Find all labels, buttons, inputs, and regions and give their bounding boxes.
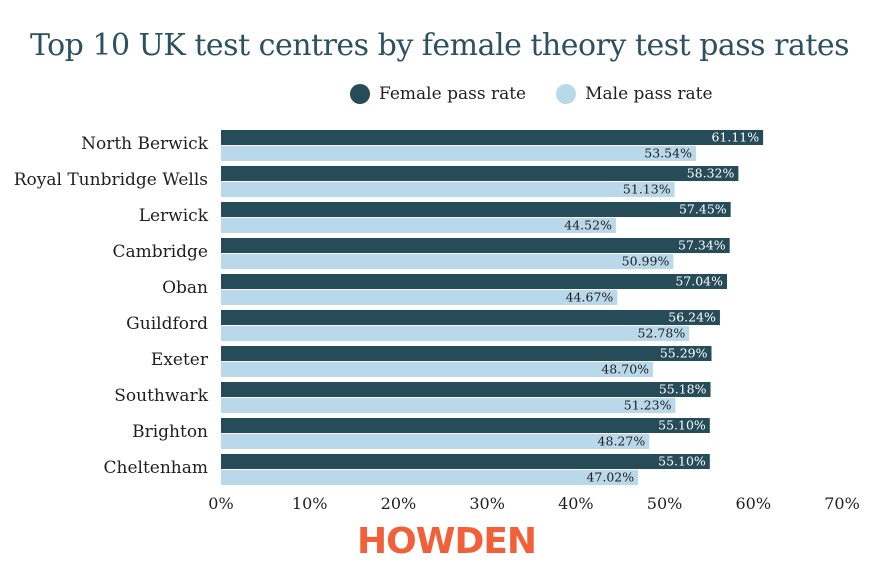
male-bar xyxy=(221,326,690,341)
male-value-label: 48.27% xyxy=(598,434,646,449)
male-value-label: 48.70% xyxy=(601,362,649,377)
category-label: Exeter xyxy=(151,350,209,370)
female-value-label: 55.29% xyxy=(660,346,708,361)
x-tick-label: 40% xyxy=(558,494,594,513)
x-tick-label: 70% xyxy=(824,494,860,513)
legend: Female pass rate Male pass rate xyxy=(350,84,743,104)
male-value-label: 52.78% xyxy=(638,326,686,341)
legend-item-male: Male pass rate xyxy=(556,84,713,104)
legend-label-female: Female pass rate xyxy=(379,84,527,104)
female-value-label: 57.45% xyxy=(679,202,727,217)
male-bar xyxy=(221,470,639,485)
male-bar xyxy=(221,182,675,197)
female-value-label: 55.10% xyxy=(658,454,706,469)
category-label: Cheltenham xyxy=(104,458,209,478)
male-value-label: 44.52% xyxy=(564,218,612,233)
male-bar xyxy=(221,146,696,161)
x-tick-label: 30% xyxy=(469,494,505,513)
male-value-label: 50.99% xyxy=(622,254,670,269)
howden-logo: HOWDEN xyxy=(357,521,537,562)
female-bar xyxy=(221,310,720,325)
category-label: Lerwick xyxy=(139,206,209,226)
x-tick-label: 20% xyxy=(381,494,417,513)
female-bar xyxy=(221,166,739,181)
x-tick-label: 0% xyxy=(208,494,233,513)
category-label: Brighton xyxy=(132,422,208,442)
female-bar xyxy=(221,130,764,145)
female-bar xyxy=(221,454,710,469)
chart-title: Top 10 UK test centres by female theory … xyxy=(29,28,850,63)
male-value-label: 53.54% xyxy=(644,146,692,161)
category-label: Guildford xyxy=(126,314,208,334)
male-bar xyxy=(221,434,650,449)
female-bar xyxy=(221,274,728,289)
female-value-label: 57.04% xyxy=(675,274,723,289)
category-label: North Berwick xyxy=(81,134,209,154)
legend-label-male: Male pass rate xyxy=(585,84,713,104)
x-tick-label: 10% xyxy=(292,494,328,513)
category-label: Southwark xyxy=(114,386,208,406)
female-value-label: 61.11% xyxy=(711,130,759,145)
male-bar xyxy=(221,254,674,269)
category-label: Oban xyxy=(162,278,208,298)
category-label: Royal Tunbridge Wells xyxy=(14,170,208,190)
female-value-label: 58.32% xyxy=(687,166,735,181)
male-bar xyxy=(221,362,654,377)
male-value-label: 44.67% xyxy=(566,290,614,305)
female-bar xyxy=(221,346,712,361)
male-value-label: 51.13% xyxy=(623,182,671,197)
x-tick-label: 50% xyxy=(647,494,683,513)
female-bar xyxy=(221,382,711,397)
male-bar xyxy=(221,290,618,305)
legend-swatch-male xyxy=(556,84,577,104)
female-bar xyxy=(221,238,730,253)
male-value-label: 47.02% xyxy=(586,470,634,485)
x-tick-label: 60% xyxy=(736,494,772,513)
category-label: Cambridge xyxy=(112,242,208,262)
female-bar xyxy=(221,202,731,217)
female-value-label: 55.18% xyxy=(659,382,707,397)
female-value-label: 57.34% xyxy=(678,238,726,253)
legend-item-female: Female pass rate xyxy=(350,84,526,104)
female-value-label: 56.24% xyxy=(668,310,716,325)
female-value-label: 55.10% xyxy=(658,418,706,433)
male-bar xyxy=(221,218,616,233)
legend-swatch-female xyxy=(350,84,370,104)
male-value-label: 51.23% xyxy=(624,398,672,413)
male-bar xyxy=(221,398,676,413)
female-bar xyxy=(221,418,710,433)
